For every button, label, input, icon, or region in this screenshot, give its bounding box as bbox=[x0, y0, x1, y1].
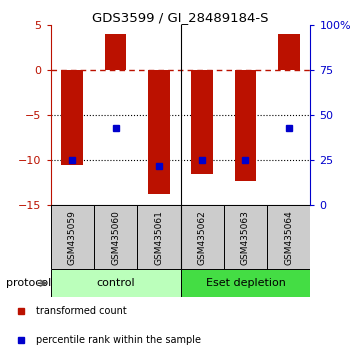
Bar bbox=[148, 70, 170, 194]
Text: GSM435063: GSM435063 bbox=[241, 210, 250, 265]
Bar bbox=[94, 205, 137, 269]
Bar bbox=[235, 70, 256, 181]
Text: Eset depletion: Eset depletion bbox=[205, 278, 286, 288]
Bar bbox=[180, 205, 224, 269]
Bar bbox=[267, 205, 310, 269]
Bar bbox=[51, 205, 94, 269]
Text: GSM435062: GSM435062 bbox=[198, 210, 206, 264]
Text: GSM435059: GSM435059 bbox=[68, 210, 77, 265]
Text: GSM435060: GSM435060 bbox=[111, 210, 120, 265]
Text: percentile rank within the sample: percentile rank within the sample bbox=[35, 335, 200, 345]
Text: GSM435061: GSM435061 bbox=[155, 210, 163, 265]
Bar bbox=[61, 70, 83, 165]
Title: GDS3599 / GI_28489184-S: GDS3599 / GI_28489184-S bbox=[92, 11, 269, 24]
Bar bbox=[191, 70, 213, 174]
Bar bbox=[137, 205, 180, 269]
Bar bbox=[105, 34, 126, 70]
Bar bbox=[51, 269, 180, 297]
Text: transformed count: transformed count bbox=[35, 306, 126, 316]
Text: GSM435064: GSM435064 bbox=[284, 210, 293, 264]
Bar bbox=[224, 205, 267, 269]
Bar bbox=[180, 269, 310, 297]
Text: protocol: protocol bbox=[6, 278, 51, 288]
Text: control: control bbox=[96, 278, 135, 288]
Bar bbox=[278, 34, 300, 70]
